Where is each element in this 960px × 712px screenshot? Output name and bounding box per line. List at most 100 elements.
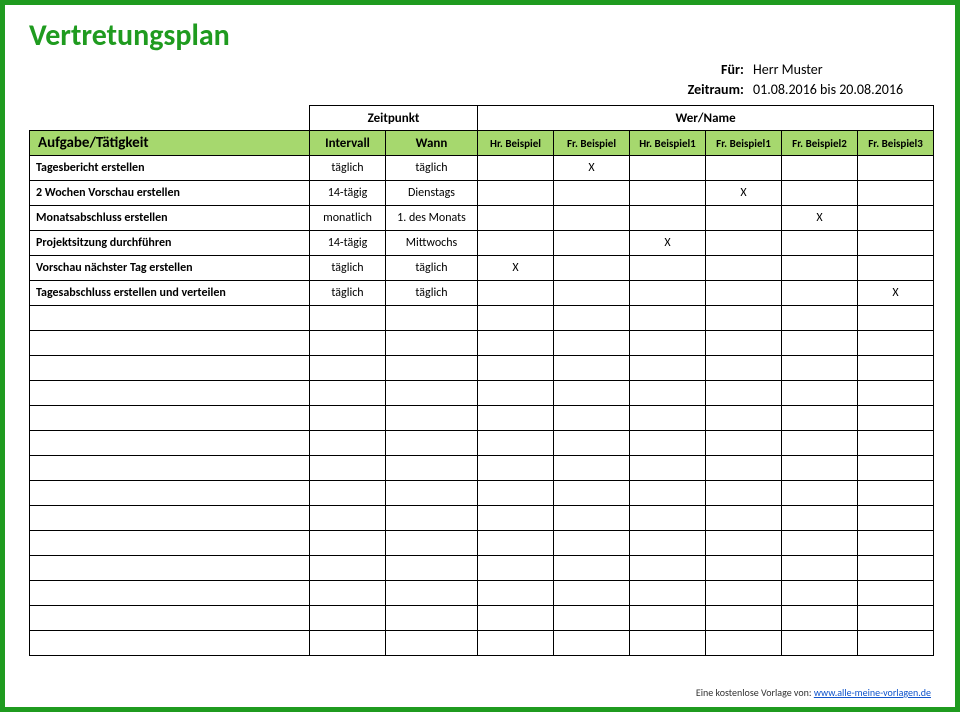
cell-wann — [386, 606, 478, 631]
cell-mark — [782, 606, 858, 631]
cell-mark — [554, 181, 630, 206]
cell-mark: X — [478, 256, 554, 281]
cell-mark — [554, 206, 630, 231]
cell-mark — [706, 581, 782, 606]
cell-mark — [782, 456, 858, 481]
cell-mark — [554, 281, 630, 306]
cell-mark — [782, 306, 858, 331]
cell-task — [30, 431, 310, 456]
cell-mark — [858, 181, 934, 206]
cell-mark — [858, 381, 934, 406]
table-row — [30, 381, 934, 406]
cell-mark — [478, 281, 554, 306]
cell-mark — [630, 331, 706, 356]
cell-mark — [478, 431, 554, 456]
cell-mark — [782, 406, 858, 431]
cell-wann: täglich — [386, 281, 478, 306]
table-row — [30, 306, 934, 331]
footer-text: Eine kostenlose Vorlage von: — [696, 686, 812, 699]
cell-mark — [478, 306, 554, 331]
cell-intervall: täglich — [310, 156, 386, 181]
cell-mark — [858, 556, 934, 581]
cell-mark — [630, 481, 706, 506]
cell-mark — [706, 206, 782, 231]
table-row: Tagesabschluss erstellen und verteilen tä… — [30, 281, 934, 306]
cell-mark — [858, 431, 934, 456]
cell-intervall — [310, 331, 386, 356]
cell-mark — [782, 381, 858, 406]
footer: Eine kostenlose Vorlage von: www.alle-me… — [696, 686, 931, 699]
cell-mark — [630, 206, 706, 231]
document-frame: Vertretungsplan Für: Herr Muster Zeitrau… — [0, 0, 960, 712]
cell-mark — [630, 156, 706, 181]
col-intervall: Intervall — [310, 131, 386, 156]
cell-mark — [858, 581, 934, 606]
cell-mark: X — [630, 231, 706, 256]
cell-wann: täglich — [386, 256, 478, 281]
cell-mark — [858, 406, 934, 431]
cell-task: Tagesabschluss erstellen und verteilen — [30, 281, 310, 306]
cell-intervall — [310, 531, 386, 556]
cell-intervall — [310, 506, 386, 531]
cell-mark — [630, 406, 706, 431]
cell-mark — [706, 481, 782, 506]
cell-mark — [706, 456, 782, 481]
cell-mark — [782, 281, 858, 306]
cell-mark — [706, 631, 782, 656]
cell-task — [30, 481, 310, 506]
page-title: Vertretungsplan — [29, 17, 933, 54]
cell-mark — [706, 281, 782, 306]
table-row — [30, 406, 934, 431]
table-row — [30, 356, 934, 381]
cell-mark — [706, 356, 782, 381]
cell-mark — [782, 506, 858, 531]
cell-mark — [554, 331, 630, 356]
table-column-header: Aufgabe/Tätigkeit Intervall Wann Hr. Bei… — [30, 131, 934, 156]
cell-mark — [554, 556, 630, 581]
cell-wann — [386, 406, 478, 431]
col-person-0: Hr. Beispiel — [478, 131, 554, 156]
col-person-4: Fr. Beispiel2 — [782, 131, 858, 156]
cell-wann — [386, 506, 478, 531]
table-row — [30, 431, 934, 456]
cell-intervall: 14-tägig — [310, 181, 386, 206]
table-row — [30, 606, 934, 631]
cell-mark — [478, 531, 554, 556]
cell-mark — [478, 331, 554, 356]
cell-wann — [386, 631, 478, 656]
cell-mark — [478, 356, 554, 381]
cell-mark — [630, 606, 706, 631]
cell-mark — [554, 306, 630, 331]
cell-task — [30, 631, 310, 656]
cell-intervall — [310, 431, 386, 456]
table-row: Monatsabschluss erstellenmonatlich1. des… — [30, 206, 934, 231]
super-zeitpunkt: Zeitpunkt — [310, 106, 478, 131]
cell-mark — [782, 631, 858, 656]
table-row — [30, 481, 934, 506]
cell-task: Monatsabschluss erstellen — [30, 206, 310, 231]
cell-mark — [630, 506, 706, 531]
cell-mark — [630, 556, 706, 581]
cell-mark — [858, 481, 934, 506]
cell-task — [30, 456, 310, 481]
cell-intervall: monatlich — [310, 206, 386, 231]
cell-mark — [630, 306, 706, 331]
cell-intervall: täglich — [310, 256, 386, 281]
super-blank — [30, 106, 310, 131]
cell-mark — [782, 231, 858, 256]
cell-wann — [386, 581, 478, 606]
cell-mark — [630, 431, 706, 456]
footer-link[interactable]: www.alle-meine-vorlagen.de — [814, 686, 931, 699]
table-row: Vorschau nächster Tag erstellentäglichtä… — [30, 256, 934, 281]
cell-mark — [782, 556, 858, 581]
cell-mark — [706, 231, 782, 256]
cell-mark — [706, 156, 782, 181]
col-person-5: Fr. Beispiel3 — [858, 131, 934, 156]
cell-task: 2 Wochen Vorschau erstellen — [30, 181, 310, 206]
cell-mark — [706, 331, 782, 356]
cell-wann: Mittwochs — [386, 231, 478, 256]
cell-mark — [554, 381, 630, 406]
cell-intervall — [310, 631, 386, 656]
table-body: Tagesbericht erstellentäglichtäglichX2 W… — [30, 156, 934, 656]
cell-mark — [630, 456, 706, 481]
